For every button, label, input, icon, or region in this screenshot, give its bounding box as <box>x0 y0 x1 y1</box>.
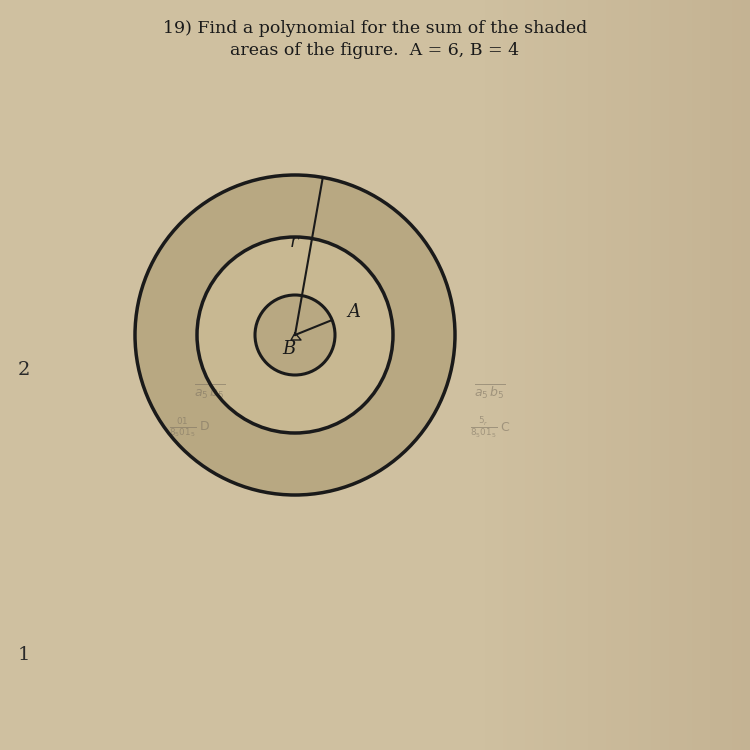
Text: r: r <box>290 233 298 251</box>
Bar <box>728 0 732 750</box>
Bar <box>588 0 592 750</box>
Bar <box>682 0 687 750</box>
Bar <box>512 0 516 750</box>
Bar <box>480 0 484 750</box>
Bar <box>633 0 638 750</box>
Bar <box>503 0 507 750</box>
Bar <box>543 0 548 750</box>
Bar <box>498 0 502 750</box>
Circle shape <box>255 295 335 375</box>
Bar <box>714 0 718 750</box>
Bar <box>530 0 534 750</box>
Bar <box>597 0 602 750</box>
Bar <box>538 0 543 750</box>
Bar <box>660 0 664 750</box>
Bar <box>494 0 498 750</box>
Bar <box>642 0 646 750</box>
Bar <box>656 0 660 750</box>
Text: $\overline{a_5 \, b_5}$: $\overline{a_5 \, b_5}$ <box>474 382 506 401</box>
Bar <box>646 0 651 750</box>
Bar <box>628 0 633 750</box>
Bar <box>651 0 656 750</box>
Bar <box>615 0 620 750</box>
Bar <box>507 0 512 750</box>
Bar <box>534 0 538 750</box>
Bar <box>620 0 624 750</box>
Bar <box>556 0 561 750</box>
Bar <box>736 0 741 750</box>
Text: $\overline{a_5 \, b_5}$: $\overline{a_5 \, b_5}$ <box>194 382 226 401</box>
Text: $\frac{5_r}{8_5 01_5}$ C: $\frac{5_r}{8_5 01_5}$ C <box>470 416 511 440</box>
Bar <box>520 0 525 750</box>
Text: 19) Find a polynomial for the sum of the shaded: 19) Find a polynomial for the sum of the… <box>163 20 587 37</box>
Bar <box>602 0 606 750</box>
Bar <box>624 0 628 750</box>
Bar <box>566 0 570 750</box>
Bar <box>732 0 736 750</box>
Bar <box>674 0 678 750</box>
Bar <box>484 0 489 750</box>
Text: 1: 1 <box>18 646 30 664</box>
Bar <box>696 0 700 750</box>
Bar <box>574 0 579 750</box>
Bar <box>570 0 574 750</box>
Bar <box>718 0 723 750</box>
Bar <box>579 0 584 750</box>
Bar <box>664 0 669 750</box>
Bar <box>548 0 552 750</box>
Bar <box>561 0 566 750</box>
Text: 2: 2 <box>18 361 30 379</box>
Text: A: A <box>347 303 361 321</box>
Bar <box>705 0 710 750</box>
Bar <box>746 0 750 750</box>
Text: B: B <box>282 340 296 358</box>
Circle shape <box>197 237 393 433</box>
Circle shape <box>135 175 455 495</box>
Bar <box>700 0 705 750</box>
Text: $\frac{01}{8_5 01_5}$ D: $\frac{01}{8_5 01_5}$ D <box>170 416 211 440</box>
Bar <box>723 0 728 750</box>
Bar <box>525 0 530 750</box>
Bar <box>606 0 610 750</box>
Bar <box>516 0 520 750</box>
Bar <box>669 0 674 750</box>
Bar <box>584 0 588 750</box>
Bar <box>741 0 746 750</box>
Bar <box>592 0 597 750</box>
Bar <box>687 0 692 750</box>
Text: areas of the figure.  A = 6, B = 4: areas of the figure. A = 6, B = 4 <box>230 42 520 59</box>
Bar <box>610 0 615 750</box>
Bar <box>710 0 714 750</box>
Bar <box>552 0 556 750</box>
Bar <box>692 0 696 750</box>
Bar <box>678 0 682 750</box>
Bar <box>489 0 494 750</box>
Bar <box>638 0 642 750</box>
